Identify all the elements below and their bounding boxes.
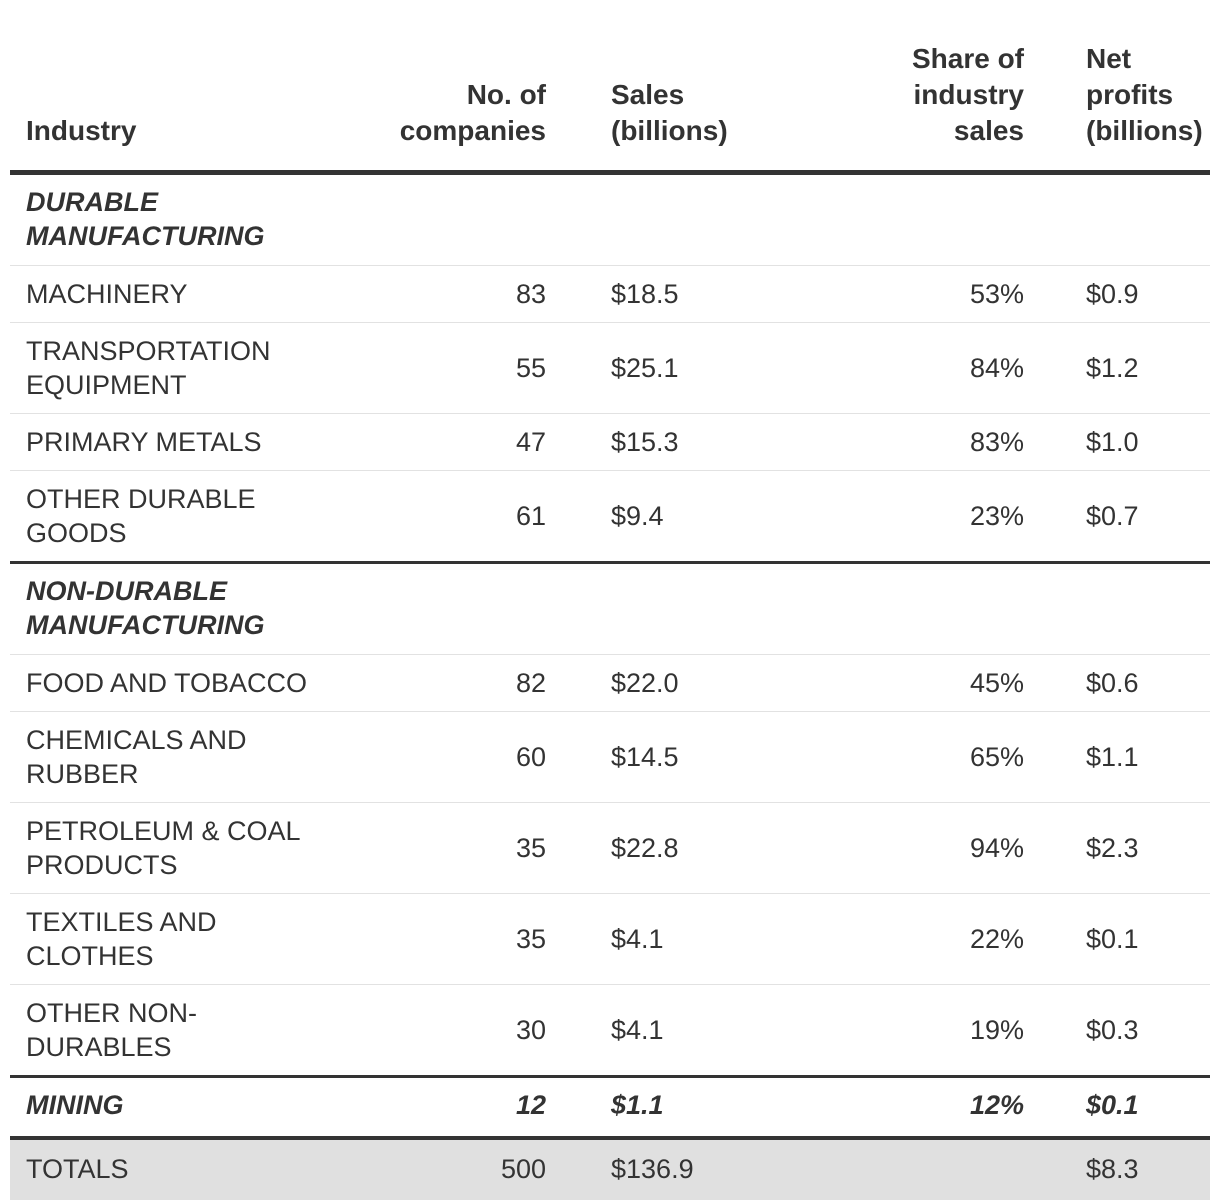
companies-cell: 12 [310, 1076, 550, 1140]
profits-cell: $1.2 [1025, 322, 1210, 414]
sales-cell: $4.1 [550, 893, 790, 985]
profits-cell: $2.3 [1025, 802, 1210, 894]
table-row: TEXTILES AND CLOTHES 35 $4.1 22% $0.1 [10, 893, 1210, 985]
companies-cell: 35 [310, 893, 550, 985]
header-sales: Sales (billions) [550, 0, 790, 175]
category-label: NON-DURABLE MANUFACTURING [10, 562, 1210, 655]
profits-cell: $1.0 [1025, 413, 1210, 471]
category-label: DURABLE MANUFACTURING [10, 172, 1210, 266]
totals-row: TOTALS 500 $136.9 $8.3 [10, 1137, 1210, 1200]
table-row: OTHER DURABLE GOODS 61 $9.4 23% $0.7 [10, 470, 1210, 564]
share-cell [790, 1137, 1025, 1200]
sales-cell: $9.4 [550, 470, 790, 564]
sales-cell: $1.1 [550, 1076, 790, 1140]
companies-cell: 61 [310, 470, 550, 564]
profits-cell: $0.6 [1025, 654, 1210, 712]
header-companies: No. of companies [310, 0, 550, 175]
category-row-durable: DURABLE MANUFACTURING [10, 172, 1210, 266]
table-row: PETROLEUM & COAL PRODUCTS 35 $22.8 94% $2… [10, 802, 1210, 894]
profits-cell: $1.1 [1025, 711, 1210, 803]
companies-cell: 83 [310, 265, 550, 323]
table-row: CHEMICALS AND RUBBER 60 $14.5 65% $1.1 [10, 711, 1210, 803]
mining-row: MINING 12 $1.1 12% $0.1 [10, 1076, 1210, 1140]
sales-cell: $22.0 [550, 654, 790, 712]
share-cell: 19% [790, 984, 1025, 1078]
industry-table-container: Industry No. of companies Sales (billions)… [10, 0, 1210, 1200]
header-share: Share of industry sales [790, 0, 1025, 175]
companies-cell: 55 [310, 322, 550, 414]
share-cell: 45% [790, 654, 1025, 712]
share-cell: 53% [790, 265, 1025, 323]
industry-name: MACHINERY [10, 265, 310, 323]
industry-name: PRIMARY METALS [10, 413, 310, 471]
category-row-nondurable: NON-DURABLE MANUFACTURING [10, 562, 1210, 655]
share-cell: 23% [790, 470, 1025, 564]
profits-cell: $0.1 [1025, 893, 1210, 985]
sales-cell: $22.8 [550, 802, 790, 894]
industry-name: MINING [10, 1076, 310, 1140]
profits-cell: $8.3 [1025, 1137, 1210, 1200]
sales-cell: $14.5 [550, 711, 790, 803]
companies-cell: 500 [310, 1137, 550, 1200]
industry-name: CHEMICALS AND RUBBER [10, 711, 310, 803]
header-row: Industry No. of companies Sales (billions)… [10, 0, 1210, 175]
sales-cell: $136.9 [550, 1137, 790, 1200]
sales-cell: $18.5 [550, 265, 790, 323]
industry-name: TRANSPORTATION EQUIPMENT [10, 322, 310, 414]
profits-cell: $0.9 [1025, 265, 1210, 323]
sales-cell: $4.1 [550, 984, 790, 1078]
industry-table: Industry No. of companies Sales (billions)… [10, 0, 1210, 1200]
sales-cell: $25.1 [550, 322, 790, 414]
table-row: OTHER NON-DURABLES 30 $4.1 19% $0.3 [10, 984, 1210, 1078]
share-cell: 65% [790, 711, 1025, 803]
share-cell: 83% [790, 413, 1025, 471]
industry-name: FOOD AND TOBACCO [10, 654, 310, 712]
industry-name: OTHER DURABLE GOODS [10, 470, 310, 564]
sales-cell: $15.3 [550, 413, 790, 471]
header-profits: Net profits (billions) [1025, 0, 1210, 175]
industry-name: OTHER NON-DURABLES [10, 984, 310, 1078]
companies-cell: 47 [310, 413, 550, 471]
industry-name: PETROLEUM & COAL PRODUCTS [10, 802, 310, 894]
table-row: FOOD AND TOBACCO 82 $22.0 45% $0.6 [10, 654, 1210, 712]
table-row: MACHINERY 83 $18.5 53% $0.9 [10, 265, 1210, 323]
header-industry: Industry [10, 0, 310, 175]
totals-label: TOTALS [10, 1137, 310, 1200]
table-row: TRANSPORTATION EQUIPMENT 55 $25.1 84% $1.… [10, 322, 1210, 414]
share-cell: 12% [790, 1076, 1025, 1140]
table-row: PRIMARY METALS 47 $15.3 83% $1.0 [10, 413, 1210, 471]
industry-name: TEXTILES AND CLOTHES [10, 893, 310, 985]
profits-cell: $0.3 [1025, 984, 1210, 1078]
share-cell: 84% [790, 322, 1025, 414]
companies-cell: 60 [310, 711, 550, 803]
share-cell: 22% [790, 893, 1025, 985]
profits-cell: $0.1 [1025, 1076, 1210, 1140]
companies-cell: 82 [310, 654, 550, 712]
share-cell: 94% [790, 802, 1025, 894]
companies-cell: 30 [310, 984, 550, 1078]
profits-cell: $0.7 [1025, 470, 1210, 564]
companies-cell: 35 [310, 802, 550, 894]
